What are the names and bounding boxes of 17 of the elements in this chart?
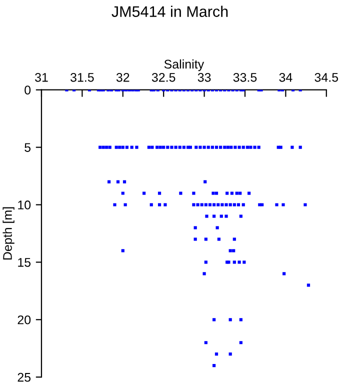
y-tick-label: 10 (18, 200, 31, 210)
chart-title: JM5414 in March (112, 6, 228, 17)
x-tick-label: 31 (35, 72, 48, 82)
x-tick-label: 34.5 (314, 72, 338, 82)
x-tick-label: 31.5 (70, 72, 94, 82)
y-tick-label: 5 (24, 143, 31, 152)
y-axis-title: Depth [m] (2, 207, 14, 260)
x-tick-label: 33.5 (233, 72, 257, 82)
x-axis-title: Salinity (164, 59, 204, 72)
y-tick-label: 20 (18, 315, 31, 324)
y-tick-label: 0 (24, 86, 31, 95)
x-tick-label: 32.5 (152, 72, 176, 82)
x-tick-label: 34 (279, 72, 292, 82)
x-tick-label: 32 (116, 72, 130, 82)
y-tick-label: 25 (18, 372, 31, 382)
y-tick-label: 15 (18, 258, 31, 267)
x-tick-label: 33 (198, 72, 211, 82)
